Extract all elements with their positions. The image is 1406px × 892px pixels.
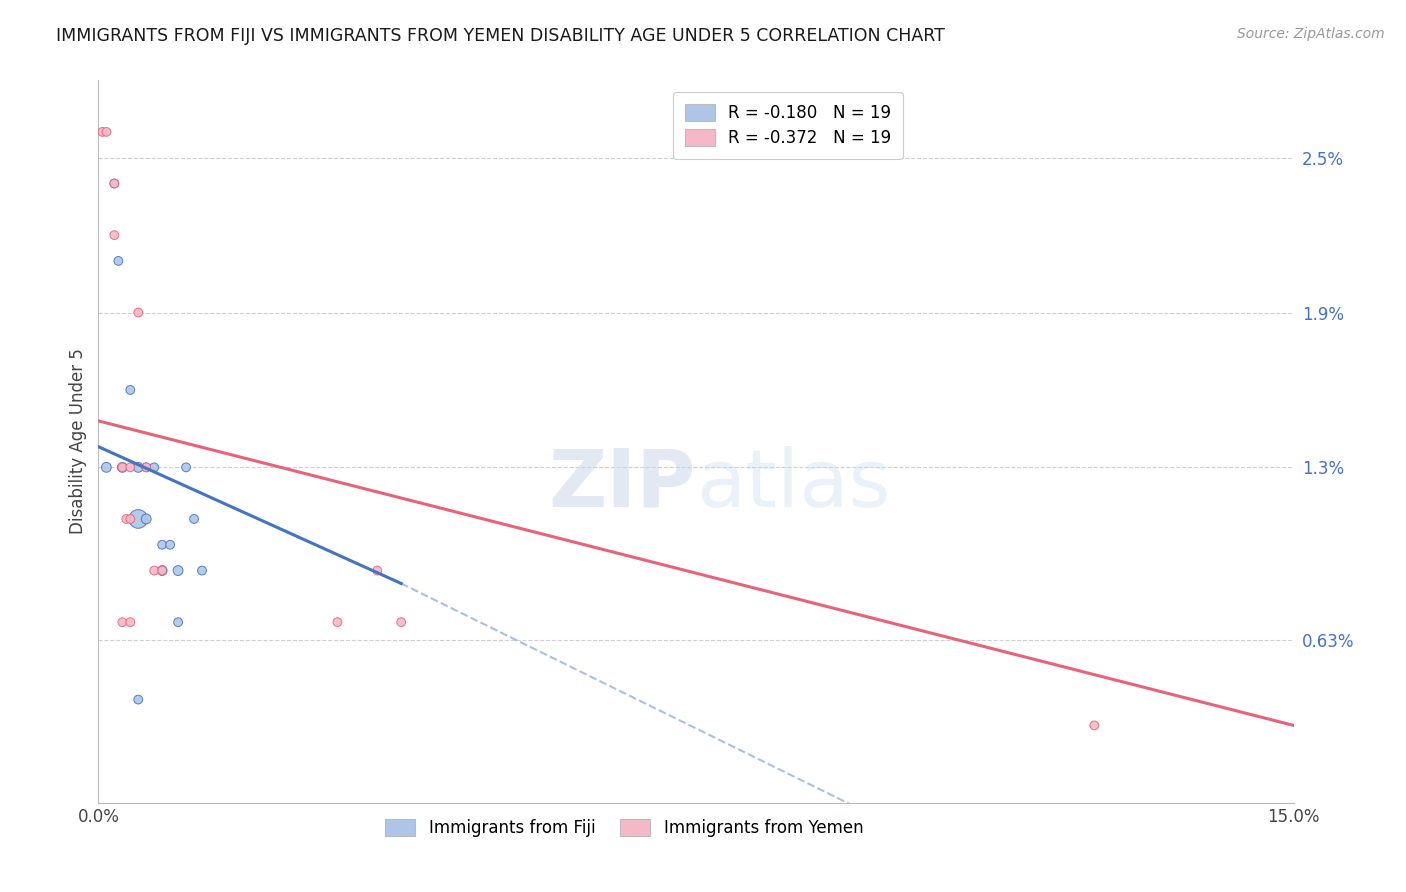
Point bbox=[167, 564, 190, 578]
Text: Source: ZipAtlas.com: Source: ZipAtlas.com bbox=[1237, 27, 1385, 41]
Point bbox=[135, 460, 157, 475]
Point bbox=[127, 460, 149, 475]
Point bbox=[167, 615, 190, 630]
Point bbox=[120, 615, 142, 630]
Legend: Immigrants from Fiji, Immigrants from Yemen: Immigrants from Fiji, Immigrants from Ye… bbox=[374, 807, 875, 848]
Point bbox=[103, 177, 125, 191]
Point bbox=[103, 228, 125, 243]
Point bbox=[120, 383, 142, 397]
Point bbox=[111, 460, 134, 475]
Point bbox=[159, 538, 181, 552]
Point bbox=[389, 615, 412, 630]
Point bbox=[127, 692, 149, 706]
Point bbox=[150, 538, 173, 552]
Point bbox=[150, 564, 173, 578]
Point bbox=[91, 125, 114, 139]
Point bbox=[143, 564, 166, 578]
Point bbox=[120, 460, 142, 475]
Point bbox=[135, 460, 157, 475]
Point bbox=[120, 512, 142, 526]
Point bbox=[174, 460, 197, 475]
Text: IMMIGRANTS FROM FIJI VS IMMIGRANTS FROM YEMEN DISABILITY AGE UNDER 5 CORRELATION: IMMIGRANTS FROM FIJI VS IMMIGRANTS FROM … bbox=[56, 27, 945, 45]
Point bbox=[111, 460, 134, 475]
Point bbox=[326, 615, 349, 630]
Point bbox=[1083, 718, 1105, 732]
Text: ZIP: ZIP bbox=[548, 446, 696, 524]
Point bbox=[127, 512, 149, 526]
Point bbox=[96, 125, 118, 139]
Point bbox=[115, 512, 138, 526]
Point bbox=[103, 177, 125, 191]
Y-axis label: Disability Age Under 5: Disability Age Under 5 bbox=[69, 349, 87, 534]
Point bbox=[111, 460, 134, 475]
Point bbox=[191, 564, 214, 578]
Point bbox=[366, 564, 388, 578]
Point bbox=[96, 460, 118, 475]
Point bbox=[111, 615, 134, 630]
Point bbox=[127, 305, 149, 319]
Point bbox=[107, 253, 129, 268]
Point bbox=[183, 512, 205, 526]
Point bbox=[143, 460, 166, 475]
Point bbox=[150, 564, 173, 578]
Text: atlas: atlas bbox=[696, 446, 890, 524]
Point bbox=[135, 512, 157, 526]
